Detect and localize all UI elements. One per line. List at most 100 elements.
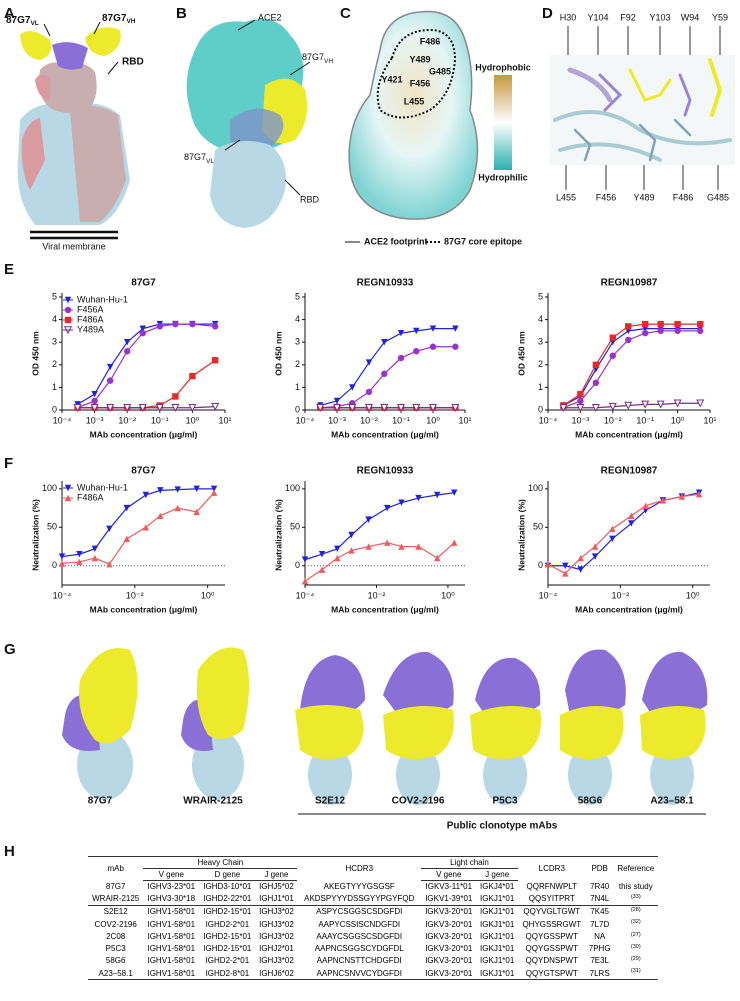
marker	[348, 531, 355, 539]
marker	[91, 397, 98, 405]
header: HCDR3	[297, 856, 422, 881]
y-tick-label: 0	[295, 560, 300, 570]
structure-label: 58G6	[578, 796, 603, 807]
y-axis-title: OD 450 nm	[30, 331, 40, 376]
x-tick-label: 10⁻⁴	[296, 590, 315, 600]
table-cell: (32)	[614, 918, 658, 930]
table-cell: S2E12	[88, 905, 143, 918]
cell-text: IGHV1-58*01	[147, 931, 196, 941]
header: J gene	[255, 868, 298, 881]
label-membrane: Viral membrane	[42, 241, 105, 251]
residue-label: F456	[410, 78, 431, 88]
x-tick-label: 10¹	[458, 415, 471, 425]
table-cell: AAPNCSGGSCYDGFDL	[297, 943, 421, 955]
table-cell: 58G6	[88, 955, 143, 967]
marker	[576, 404, 585, 413]
table-cell: IGKV3-20*01	[421, 918, 476, 930]
marker	[106, 377, 114, 384]
cryo-em-map	[17, 21, 130, 240]
marker	[123, 535, 130, 543]
marker	[380, 404, 389, 413]
structure-label: COV2-2196	[392, 796, 445, 807]
residue-label: Y104	[587, 12, 608, 22]
legend-hydrophobic: Hydrophobic	[475, 62, 531, 72]
x-tick-label: 10⁻²	[604, 415, 622, 425]
marker	[696, 399, 705, 408]
marker	[398, 543, 405, 550]
marker	[396, 404, 406, 413]
marker	[171, 404, 180, 413]
marker	[365, 388, 373, 396]
x-tick-label: 10⁻⁴	[539, 415, 558, 425]
cell-text: AAPNCSNVVCYDGFDI	[316, 968, 402, 978]
cell-text: IGKV3-20*01	[425, 931, 473, 941]
marker	[90, 404, 99, 413]
cell-text: (27)	[630, 931, 641, 938]
marker	[348, 404, 357, 413]
y-tick-label: 4	[295, 314, 300, 324]
table-cell: IGHJ1*01	[255, 892, 298, 906]
table-cell: IGKV3-20*01	[421, 955, 476, 967]
marker	[415, 494, 422, 502]
marker	[591, 553, 599, 560]
x-tick-label: 10⁻⁴	[53, 415, 72, 425]
label: 87G7	[6, 15, 31, 26]
table-cell: IGKV1-39*01	[421, 892, 477, 906]
residue-label: G485	[429, 66, 451, 76]
residue-label: L455	[404, 96, 425, 106]
table-cell: 7K45	[586, 905, 614, 918]
y-tick-label: 50	[533, 522, 543, 532]
x-tick-label: 10¹	[703, 415, 716, 425]
table-row: 87G7 IGHV3-23*01 IGHD3-10*01 IGHJ5*02 AKEGTY…	[88, 881, 658, 893]
chart-title: 87G7	[131, 278, 156, 289]
cell-text: A23–58.1	[98, 968, 133, 978]
antibody-table: mAb Heavy Chain HCDR3 Light chain LCDR3 PDB Re…	[88, 856, 658, 981]
residue-label: H30	[560, 12, 577, 22]
y-tick-label: 5	[538, 291, 543, 301]
marker	[609, 535, 616, 543]
label-87g7-vl: 87G7VL	[6, 15, 39, 27]
marker	[193, 485, 200, 493]
legend-label: Wuhan-Hu-1	[77, 294, 128, 304]
x-tick-label: 10⁻¹	[392, 415, 410, 425]
marker	[656, 400, 665, 409]
residue-label: Y489	[633, 192, 654, 202]
marker	[433, 491, 441, 499]
cell-text: IGKJ1*01	[480, 968, 515, 978]
marker	[624, 401, 633, 410]
marker	[142, 491, 149, 499]
y-tick-label: 1	[538, 382, 543, 392]
label-sub: VH	[324, 58, 333, 65]
marker	[364, 404, 374, 413]
cell-text: AAPYCSSISCNDGFDI	[318, 919, 401, 929]
marker	[673, 399, 682, 408]
marker	[157, 487, 164, 494]
residue-label: L455	[556, 192, 576, 202]
x-axis-title: MAb concentration (μg/ml)	[575, 429, 683, 439]
marker	[123, 504, 130, 512]
marker	[138, 404, 147, 413]
marker	[124, 339, 131, 346]
y-tick-label: 1	[295, 382, 300, 392]
marker	[332, 404, 342, 413]
y-tick-label: 100	[285, 483, 300, 493]
table-cell: 7N4L	[585, 892, 614, 906]
series-line	[304, 492, 455, 561]
marker	[562, 562, 569, 569]
residue-label: G485	[707, 192, 729, 202]
table-cell: IGHJ3*02	[256, 955, 298, 967]
legend-label: Y489A	[77, 324, 104, 334]
label: 87G7	[102, 13, 127, 24]
marker	[365, 359, 373, 366]
cell-text: IGKJ1*01	[480, 894, 515, 904]
table-cell: IGHD2-22*01	[199, 892, 256, 906]
cell-text: 87G7	[105, 882, 126, 892]
table-cell: 7LRS	[585, 967, 614, 981]
cell-text: ASPYCSGGSCSDGFDI	[316, 907, 403, 917]
table-cell: AAPYCSSISCNDGFDI	[297, 918, 421, 930]
cell-text: IGHD2-22*01	[203, 894, 252, 904]
table-cell: IGHV1-58*01	[143, 918, 199, 930]
table-cell: QQYGTSPWT	[517, 967, 586, 981]
series-line	[77, 359, 216, 409]
table-cell: 7PHG	[586, 943, 614, 955]
